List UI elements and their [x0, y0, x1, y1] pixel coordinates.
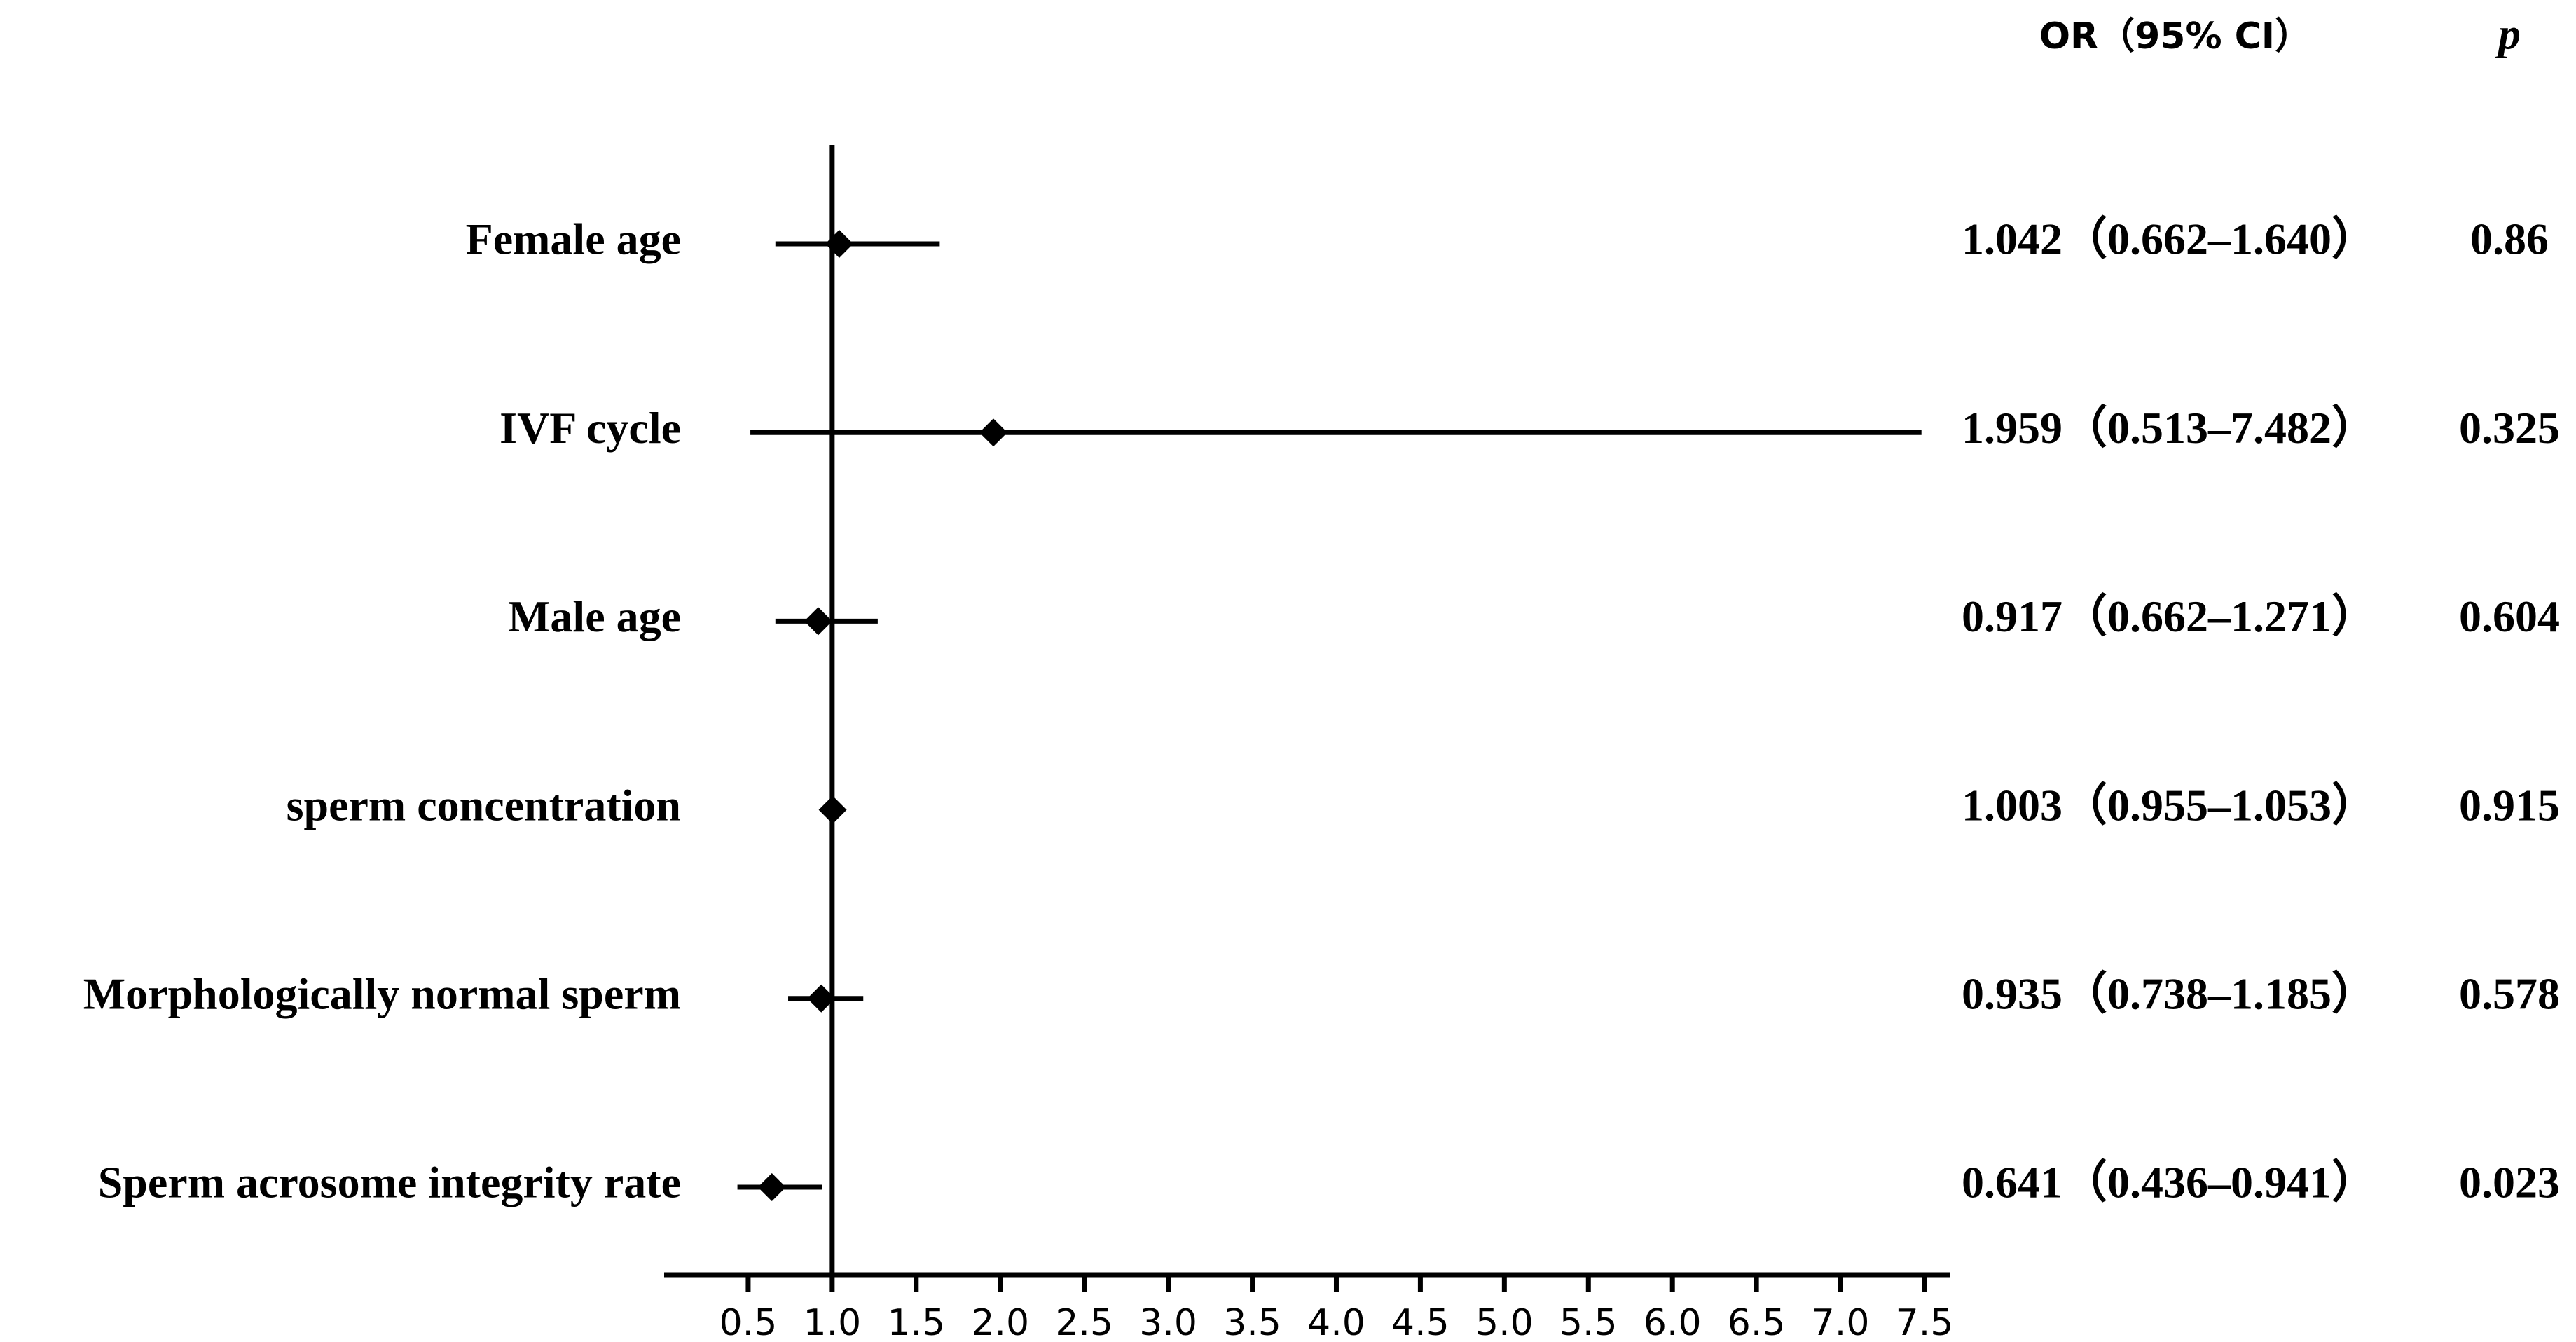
- p-value: 0.86: [2470, 214, 2549, 264]
- category-label: IVF cycle: [500, 403, 681, 453]
- x-tick-label: 5.0: [1475, 1302, 1534, 1342]
- x-tick-label: 4.0: [1307, 1302, 1365, 1342]
- p-value: 0.325: [2459, 403, 2560, 453]
- estimate-label: 0.935（0.738–1.185）: [1962, 968, 2376, 1018]
- category-label: Female age: [466, 214, 681, 264]
- category-label: Morphologically normal sperm: [83, 968, 681, 1018]
- p-value: 0.915: [2459, 780, 2560, 830]
- category-label: Male age: [508, 591, 681, 641]
- x-tick-label: 7.5: [1896, 1302, 1954, 1342]
- point-estimate: [825, 230, 853, 258]
- x-tick-label: 2.5: [1055, 1302, 1113, 1342]
- x-tick-label: 3.0: [1139, 1302, 1197, 1342]
- x-tick-label: 5.5: [1559, 1302, 1618, 1342]
- estimate-label: 1.959（0.513–7.482）: [1962, 403, 2376, 453]
- x-tick-label: 6.5: [1728, 1302, 1786, 1342]
- x-tick-label: 1.5: [887, 1302, 945, 1342]
- p-value: 0.023: [2459, 1158, 2560, 1207]
- estimate-label: 0.917（0.662–1.271）: [1962, 591, 2376, 641]
- point-estimate: [807, 984, 836, 1013]
- category-label: sperm concentration: [287, 780, 681, 830]
- estimate-label: 1.003（0.955–1.053）: [1962, 780, 2376, 830]
- x-tick-label: 7.0: [1812, 1302, 1870, 1342]
- x-tick-label: 4.5: [1391, 1302, 1449, 1342]
- estimate-label: 1.042（0.662–1.640）: [1962, 214, 2376, 264]
- estimate-label: 0.641（0.436–0.941）: [1962, 1158, 2376, 1207]
- x-tick-label: 3.5: [1223, 1302, 1281, 1342]
- header-p: p: [2495, 9, 2521, 59]
- x-tick-label: 0.5: [719, 1302, 778, 1342]
- point-estimate: [757, 1173, 786, 1201]
- header-estimate: OR（95% CI）: [2039, 15, 2311, 57]
- x-tick-label: 2.0: [971, 1302, 1029, 1342]
- p-value: 0.604: [2459, 591, 2560, 641]
- point-estimate: [979, 418, 1007, 447]
- x-tick-label: 6.0: [1644, 1302, 1702, 1342]
- p-value: 0.578: [2459, 968, 2560, 1018]
- point-estimate: [804, 607, 832, 636]
- x-tick-label: 1.0: [804, 1302, 862, 1342]
- category-label: Sperm acrosome integrity rate: [98, 1158, 681, 1207]
- point-estimate: [818, 795, 847, 824]
